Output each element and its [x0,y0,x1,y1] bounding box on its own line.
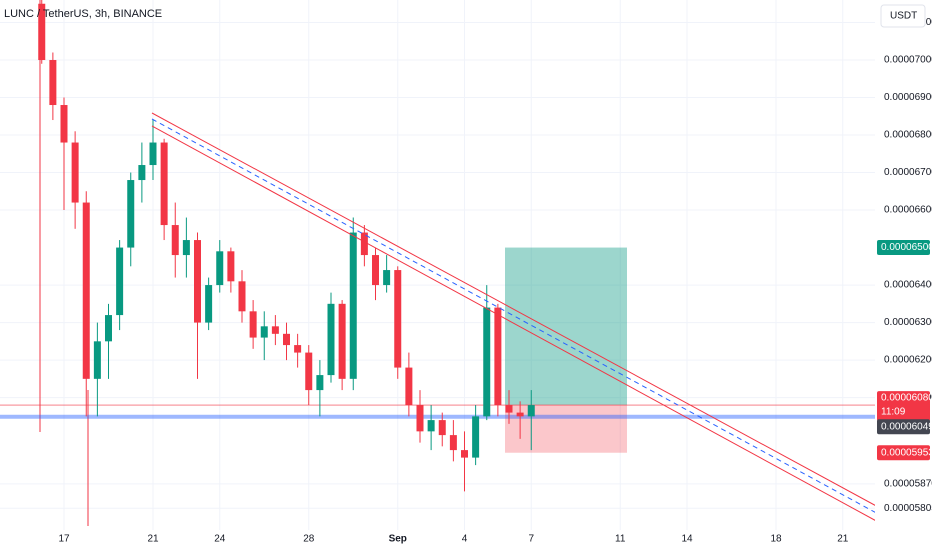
candle-body [461,450,468,458]
symbol-title: LUNC / TetherUS, 3h, BINANCE [4,8,162,20]
x-tick-label: 21 [837,534,849,545]
candle-body [227,251,235,282]
y-tick-label: 0.00006400 [884,280,932,291]
candle-body [338,303,346,379]
price-axis [875,0,932,550]
currency-label[interactable]: USDT [890,11,917,22]
candle-body [394,270,402,368]
candle-body [149,142,157,166]
candle-body [305,352,313,391]
candle-body [472,416,480,458]
candle-body [238,281,246,312]
candle-body [216,251,224,286]
candle-body [182,240,190,256]
trend-line [151,112,881,509]
levels [0,404,875,419]
candle-body [160,142,168,226]
currency-button[interactable] [880,4,926,28]
candle-body [438,420,446,436]
loss-zone [505,405,627,453]
candle-body [71,142,79,203]
price-label-box [877,391,930,422]
candle-body [449,435,457,451]
candle-body [205,285,213,323]
x-tick-label: 17 [58,534,70,545]
x-tick-label: 4 [462,534,468,545]
candle-body [271,326,279,334]
candle-body [372,255,379,286]
x-tick-label: 28 [303,534,315,545]
candle-body [38,3,46,61]
candle-body [138,165,146,181]
trend-line [151,125,881,524]
price-label: 0.00006080 [881,393,932,404]
candle-body [60,105,68,143]
trend-line-dashed [151,118,881,516]
candle-body [505,405,513,413]
candle-body [483,307,491,417]
y-tick-label: 0.00006200 [884,355,932,366]
candle-body [249,311,257,338]
candle-body [294,345,302,353]
candle-body [416,405,424,432]
y-tick-label: 0.00005805 [884,503,932,514]
candle-body [516,412,524,417]
candle-body [105,315,112,342]
candle-body [49,60,57,106]
y-tick-label: 0.00007000 [884,55,932,66]
candle-body [260,326,268,338]
x-tick-label: 21 [147,534,159,545]
y-tick-label: 0.00006800 [884,130,932,141]
candle-body [316,375,324,391]
x-tick-label: 11 [615,534,626,545]
y-tick-label: 0.00006700 [884,167,932,178]
y-tick-label: 0.00006900 [884,92,932,103]
candle-body [427,420,435,432]
candle-body [405,367,413,406]
x-tick-label: 7 [528,534,534,545]
y-tick-label: 0.00006300 [884,317,932,328]
x-tick-label: Sep [389,534,407,545]
x-tick-label: 14 [681,534,693,545]
candle-body [283,333,290,346]
price-label-countdown: 11:09 [881,407,906,418]
position-box [505,247,627,453]
x-tick-label: 18 [770,534,782,545]
y-tick-label: 0.00006600 [884,205,932,216]
candle-body [327,303,335,376]
candle-body [82,202,90,379]
candle-body [127,180,135,248]
price-label: 0.00006500 [881,242,932,253]
x-tick-label: 24 [214,534,226,545]
candle-body [360,232,368,256]
candle-body [349,232,357,379]
candles [38,0,535,492]
candle-body [116,247,124,316]
candle-body [494,307,502,406]
price-label-box [877,240,930,256]
profit-zone [505,247,627,406]
price-label-box [877,419,930,435]
candle-body [93,341,101,379]
y-tick-label: 0.00005870 [884,479,932,490]
candle-body [383,270,391,286]
price-label: 0.00005953 [881,447,932,458]
price-label: 0.00006049 [881,421,932,432]
price-label-box [877,445,930,461]
candle-body [171,225,179,256]
candle-body [194,240,201,323]
candle-body [527,405,535,417]
grid [0,0,875,530]
